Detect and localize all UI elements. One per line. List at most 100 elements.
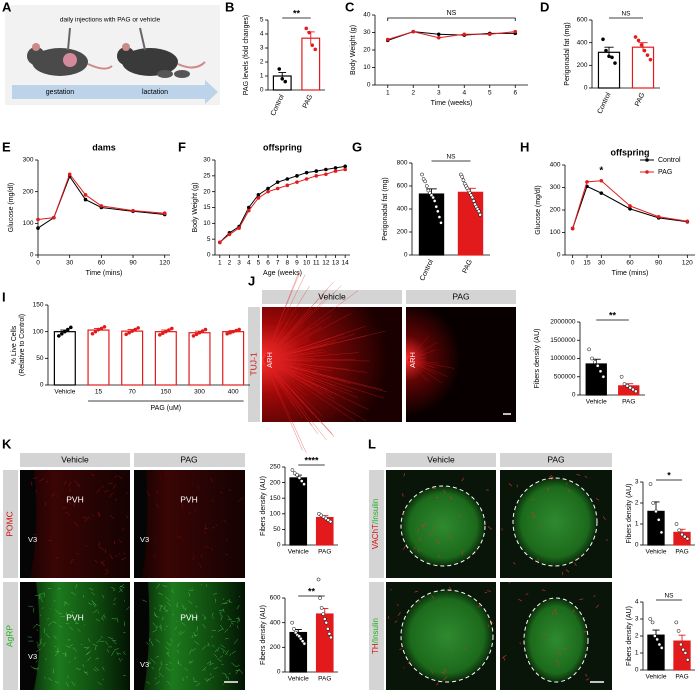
- fiber: [549, 477, 552, 480]
- fiber: [116, 617, 119, 623]
- fiber: [263, 330, 386, 361]
- data-point: [299, 479, 304, 483]
- sig-label: ****: [304, 455, 319, 465]
- fiber: [155, 656, 160, 658]
- fiber: [414, 590, 418, 593]
- marker: [599, 178, 604, 183]
- fiber: [212, 593, 218, 595]
- fiber: [194, 611, 197, 614]
- y-tick-label: 30: [363, 29, 371, 36]
- fiber: [158, 666, 161, 671]
- fiber: [219, 611, 222, 613]
- chart-title: offspring: [263, 142, 302, 152]
- region-label: PVH: [66, 494, 83, 504]
- data-point: [56, 334, 61, 338]
- tail: [87, 63, 113, 70]
- fiber: [448, 495, 454, 500]
- row-header: [3, 582, 18, 690]
- x-axis-label: Time (mins): [612, 270, 649, 277]
- fiber: [583, 631, 587, 633]
- x-tick-label: Control: [419, 258, 435, 282]
- fiber: [40, 638, 42, 644]
- fiber: [165, 663, 169, 666]
- fiber: [35, 594, 40, 596]
- y-tick-label: 0: [404, 252, 408, 259]
- data-point: [283, 79, 288, 84]
- fiber: [182, 604, 185, 610]
- y-axis-label: Fibers density (AU): [626, 484, 633, 544]
- fiber: [152, 629, 158, 633]
- fiber: [197, 485, 201, 490]
- fiber: [407, 350, 416, 361]
- y-tick-label: 4: [635, 599, 639, 606]
- marker: [656, 214, 661, 219]
- fiber: [238, 596, 241, 598]
- x-tick-label: 6: [513, 90, 517, 97]
- y-tick-label: 0: [572, 392, 576, 399]
- stain-part: TH: [371, 643, 380, 654]
- fiber: [403, 667, 405, 669]
- panel-letter: L: [368, 436, 376, 451]
- fiber: [227, 676, 229, 681]
- data-point: [157, 333, 162, 337]
- fiber: [113, 484, 116, 489]
- data-point: [329, 635, 333, 640]
- fiber: [188, 600, 193, 605]
- stain-part: VAChT: [371, 524, 380, 549]
- fiber: [200, 584, 203, 586]
- fiber: [195, 605, 198, 608]
- fiber: [222, 672, 227, 675]
- fiber: [263, 359, 304, 410]
- fiber: [565, 569, 570, 573]
- fiber: [263, 282, 334, 361]
- fiber: [263, 341, 336, 361]
- fiber: [163, 628, 166, 630]
- region-label: V3: [28, 535, 37, 544]
- fiber: [75, 683, 77, 685]
- fiber: [166, 601, 172, 607]
- fiber: [163, 605, 166, 609]
- x-tick-label: 90: [655, 260, 663, 267]
- fiber: [221, 663, 224, 666]
- fiber: [178, 630, 182, 634]
- fiber: [92, 609, 98, 614]
- fiber: [74, 656, 77, 660]
- fiber: [116, 651, 119, 656]
- fiber: [263, 359, 317, 372]
- fiber: [113, 597, 117, 601]
- fiber: [101, 561, 105, 567]
- fiber: [431, 595, 435, 599]
- fiber: [428, 533, 434, 536]
- data-point: [653, 634, 657, 638]
- bar: [188, 332, 211, 386]
- column-label: Vehicle: [318, 291, 346, 301]
- data-point: [130, 329, 135, 333]
- y-tick-label: 150: [33, 302, 44, 309]
- bar: [289, 477, 308, 546]
- chart-title: offspring: [611, 147, 650, 157]
- fiber: [99, 546, 104, 550]
- stain-label: AgRP: [4, 625, 14, 648]
- fiber: [47, 622, 52, 627]
- stain-label: TUJ-1: [248, 352, 258, 375]
- fiber: [263, 359, 289, 393]
- x-tick-label: PAG: [462, 259, 474, 275]
- fiber: [206, 677, 212, 682]
- data-point: [478, 212, 482, 217]
- x-axis-label: Time (weeks): [431, 100, 473, 107]
- x-tick-label: 8: [286, 260, 290, 267]
- data-point: [90, 331, 95, 336]
- data-point: [622, 382, 627, 386]
- x-tick-label: PAG: [318, 549, 331, 556]
- fiber: [459, 514, 462, 517]
- marker: [67, 172, 72, 177]
- fiber: [51, 492, 55, 497]
- data-point: [191, 334, 196, 338]
- fiber: [436, 682, 439, 686]
- data-point: [590, 356, 594, 361]
- fiber: [43, 676, 47, 680]
- fiber: [593, 595, 596, 598]
- fiber: [96, 488, 101, 494]
- fiber: [441, 671, 446, 674]
- x-tick-label: Vehicle: [646, 549, 667, 556]
